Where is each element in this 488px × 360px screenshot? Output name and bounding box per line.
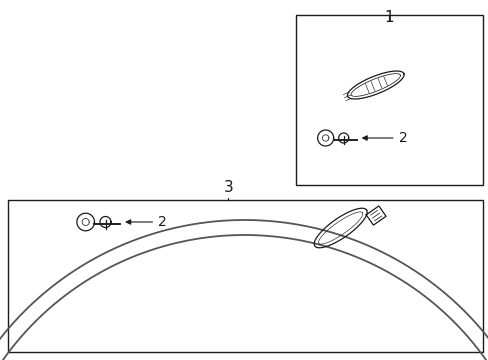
Text: 2: 2 (398, 131, 407, 145)
Bar (295, 15, 482, 185)
Text: 1: 1 (383, 10, 393, 25)
Bar (8, 200, 482, 352)
Text: 2: 2 (158, 215, 167, 229)
Text: 3: 3 (223, 180, 233, 195)
